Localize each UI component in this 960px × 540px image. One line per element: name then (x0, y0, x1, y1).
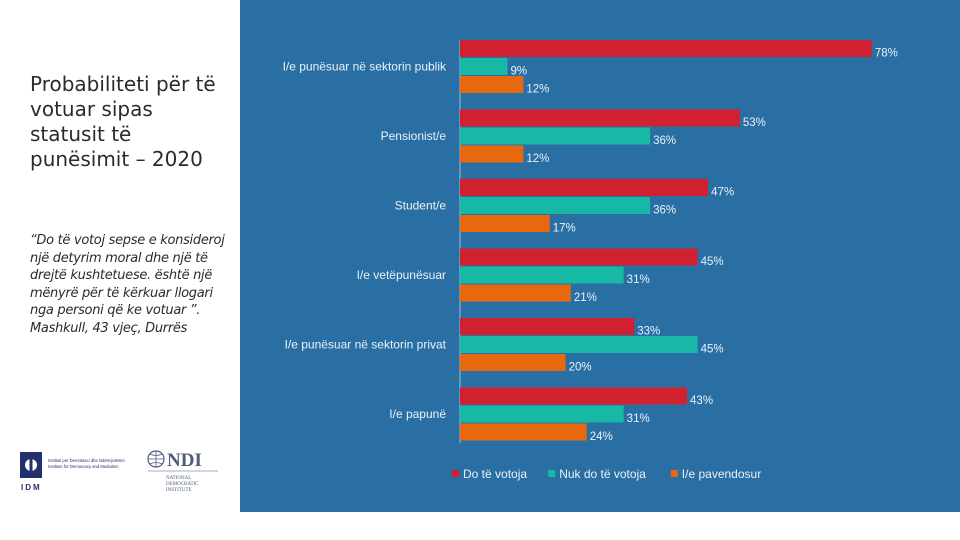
idm-logo-line2: Institute for Democracy and Mediation (48, 464, 119, 469)
value-label: 78% (875, 48, 898, 60)
legend-label: I/e pavendosur (682, 467, 761, 481)
bar-1 (460, 197, 651, 214)
bar-0 (460, 318, 635, 335)
idm-logo-abbr: IDM (21, 483, 42, 492)
category-label: I/e punësuar në sektorin privat (285, 338, 447, 352)
bar-1 (460, 336, 698, 353)
bar-0 (460, 179, 709, 196)
slide-title: Probabiliteti për të votuar sipas status… (30, 72, 216, 171)
value-label: 43% (690, 395, 713, 407)
bar-2 (460, 284, 571, 302)
bar-2 (460, 354, 566, 371)
value-label: 36% (653, 135, 676, 147)
idm-logo-bar (29, 459, 33, 471)
bar-1 (460, 405, 624, 423)
legend-label: Do të votoja (463, 467, 527, 481)
value-label: 47% (711, 187, 734, 199)
value-label: 17% (553, 223, 576, 235)
legend-swatch (670, 470, 678, 477)
bar-0 (460, 109, 740, 127)
bar-0 (460, 248, 698, 266)
bar-2 (460, 215, 550, 232)
category-label: I/e vetëpunësuar (357, 268, 446, 282)
value-label: 21% (574, 292, 597, 304)
ndi-globe-lines (148, 451, 164, 467)
category-label: I/e punësuar në sektorin publik (283, 60, 447, 74)
ndi-logo-line3: INSTITUTE (166, 488, 192, 493)
value-label: 12% (526, 153, 549, 165)
bottom-strip (240, 512, 960, 540)
category-label: Student/e (395, 199, 447, 213)
category-label: Pensionist/e (381, 129, 447, 143)
bar-2 (460, 145, 524, 163)
value-label: 53% (743, 117, 766, 129)
value-label: 31% (627, 413, 650, 425)
ndi-logo-line2: DEMOCRATIC (166, 482, 199, 487)
value-label: 20% (569, 362, 592, 374)
ndi-logo-line1: NATIONAL (166, 476, 191, 481)
value-label: 24% (590, 431, 613, 443)
legend-swatch (452, 470, 459, 477)
legend-label: Nuk do të votoja (559, 467, 646, 481)
value-label: 45% (701, 256, 724, 268)
bar-2 (460, 423, 587, 441)
chart-panel: I/e punësuar në sektorin publik 78% 9% 12% P… (240, 0, 960, 512)
value-label: 31% (627, 274, 650, 286)
slide-quote: “Do të votoj sepse e konsideroj një dety… (30, 233, 225, 336)
idm-logo: IDM Instituti për Demokraci dhe Ndërmjet… (20, 452, 125, 492)
bar-0 (460, 387, 688, 405)
left-panel: Probabiliteti për të votuar sipas status… (0, 0, 240, 540)
idm-logo-line1: Instituti për Demokraci dhe Ndërmjetësim (48, 458, 125, 463)
value-label: 33% (637, 326, 660, 338)
ndi-logo-abbr: NDI (167, 450, 202, 471)
bar-1 (460, 127, 651, 145)
value-label: 45% (701, 344, 724, 356)
value-label: 12% (526, 84, 549, 96)
bar-2 (460, 76, 524, 93)
ndi-logo: NDI NATIONAL DEMOCRATIC INSTITUTE (147, 450, 218, 493)
category-label: I/e papunë (389, 407, 446, 421)
value-label: 9% (511, 66, 528, 78)
bar-0 (460, 40, 872, 57)
bar-1 (460, 58, 508, 75)
bar-chart: I/e punësuar në sektorin publik 78% 9% 12% P… (283, 40, 898, 481)
legend-swatch (548, 470, 556, 477)
value-label: 36% (653, 205, 676, 217)
bar-1 (460, 266, 624, 284)
